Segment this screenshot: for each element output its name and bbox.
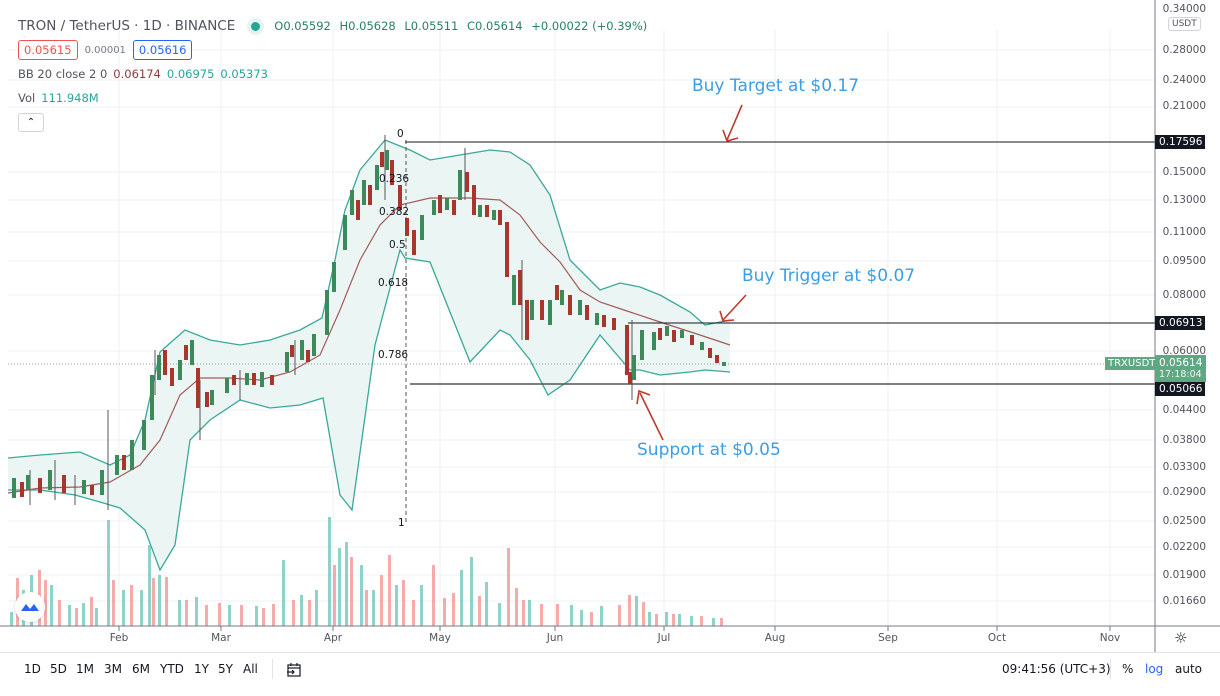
bollinger-basis	[7, 197, 731, 494]
price-tick: 0.24000	[1162, 74, 1206, 86]
price-tick: 0.21000	[1162, 100, 1206, 112]
spread-value: 0.00001	[84, 44, 126, 56]
buy-trigger-annotation[interactable]: Buy Trigger at $0.07	[742, 266, 916, 286]
fib-level-0236: 0.236	[379, 173, 410, 185]
time-ticks	[118, 626, 1111, 631]
volume-indicator-label[interactable]: Vol	[18, 91, 36, 105]
symbol-title[interactable]: TRON / TetherUS · 1D · BINANCE	[18, 18, 236, 34]
support-price-tag: 0.05066	[1155, 382, 1206, 396]
ohlc-values: O0.05592 H0.05628 L0.05511 C0.05614 +0.0…	[274, 19, 652, 33]
month-label: Aug	[764, 632, 786, 644]
price-tick: 0.02200	[1162, 541, 1206, 553]
volume-value: 111.948M	[41, 91, 99, 105]
price-tick: 0.13000	[1162, 194, 1206, 206]
price-tick: 0.09500	[1162, 255, 1206, 267]
price-tick: 0.11000	[1162, 226, 1206, 238]
calendar-goto-icon[interactable]	[286, 662, 302, 681]
fib-level-0382: 0.382	[379, 206, 410, 218]
range-5y[interactable]: 5Y	[218, 662, 233, 676]
range-1y[interactable]: 1Y	[194, 662, 209, 676]
percent-toggle[interactable]: %	[1122, 662, 1134, 676]
trigger-price-tag: 0.06913	[1155, 316, 1206, 330]
log-toggle[interactable]: log	[1145, 662, 1164, 676]
price-tick: 0.04400	[1162, 404, 1206, 416]
candles	[12, 135, 726, 510]
change-value: +0.00022 (+0.39%)	[531, 19, 648, 33]
low-value: L0.05511	[404, 19, 459, 33]
fib-level-05: 0.5	[389, 239, 406, 251]
auto-toggle[interactable]: auto	[1175, 662, 1203, 676]
price-tick: 0.03300	[1162, 461, 1206, 473]
buy-target-annotation[interactable]: Buy Target at $0.17	[692, 76, 860, 96]
sell-price-button[interactable]: 0.05615	[18, 40, 78, 60]
high-value: H0.05628	[339, 19, 396, 33]
range-1d[interactable]: 1D	[24, 662, 41, 676]
current-symbol-tag: TRXUSDT	[1105, 357, 1159, 370]
range-ytd[interactable]: YTD	[160, 662, 184, 676]
range-all[interactable]: All	[243, 662, 258, 676]
buy-price-button[interactable]: 0.05616	[132, 40, 193, 60]
annotation-arrows	[636, 104, 747, 441]
range-1m[interactable]: 1M	[76, 662, 94, 676]
open-value: O0.05592	[274, 19, 331, 33]
chevron-up-icon[interactable]: ⌃	[18, 112, 44, 132]
fib-level-0618: 0.618	[378, 277, 409, 289]
market-status-icon	[251, 21, 261, 31]
range-3m[interactable]: 3M	[104, 662, 122, 676]
bb-lower-value: 0.05373	[220, 67, 268, 81]
toolbar-divider	[1110, 659, 1111, 679]
month-label: Mar	[211, 632, 231, 644]
month-label: May	[429, 632, 451, 644]
bb-upper-value: 0.06975	[166, 67, 215, 81]
price-tick: 0.06000	[1162, 345, 1206, 357]
bollinger-upper-band	[7, 139, 731, 466]
currency-button[interactable]: USDT	[1168, 17, 1201, 31]
fib-level-0786: 0.786	[378, 349, 409, 361]
bar-countdown: 17:18:04	[1159, 369, 1202, 380]
bb-basis-value: 0.06174	[113, 67, 161, 81]
current-price-tag: 0.05614 17:18:04	[1155, 355, 1206, 382]
bb-indicator-label[interactable]: BB 20 close 2 0	[18, 67, 108, 81]
month-label: Feb	[109, 632, 129, 644]
gear-icon[interactable]: ☼	[1174, 629, 1188, 647]
toolbar-divider	[272, 659, 273, 679]
fib-level-1: 1	[398, 517, 405, 529]
range-6m[interactable]: 6M	[132, 662, 150, 676]
close-value: C0.05614	[467, 19, 523, 33]
month-label: Sep	[878, 632, 898, 644]
price-tick: 0.03800	[1162, 434, 1206, 446]
price-tick: 0.02900	[1162, 486, 1206, 498]
range-5d[interactable]: 5D	[50, 662, 67, 676]
price-tick: 0.08000	[1162, 289, 1206, 301]
price-tick: 0.01900	[1162, 569, 1206, 581]
fib-level-0: 0	[397, 128, 404, 140]
grid	[8, 30, 1155, 626]
bottom-toolbar: 1D 5D 1M 3M 6M YTD 1Y 5Y All 09:41:56 (U…	[0, 652, 1220, 696]
month-label: Oct	[987, 632, 1007, 644]
price-tick: 0.01660	[1162, 595, 1206, 607]
bollinger-lower-band	[8, 248, 731, 572]
chart-legend: TRON / TetherUS · 1D · BINANCE O0.05592 …	[18, 14, 652, 134]
volume-bars	[10, 517, 723, 626]
price-tick: 0.34000	[1162, 3, 1206, 15]
tradingview-logo[interactable]	[15, 592, 45, 622]
month-label: Apr	[323, 632, 343, 644]
target-price-tag: 0.17596	[1155, 135, 1206, 149]
clock-timezone[interactable]: 09:41:56 (UTC+3)	[1002, 662, 1111, 676]
month-label: Nov	[1099, 632, 1121, 644]
price-tick: 0.28000	[1162, 44, 1206, 56]
price-tick: 0.02500	[1162, 515, 1206, 527]
bollinger-band-fill	[8, 140, 730, 570]
price-tick: 0.15000	[1162, 166, 1206, 178]
month-label: Jul	[657, 632, 671, 644]
month-label: Jun	[546, 632, 564, 644]
support-annotation[interactable]: Support at $0.05	[637, 440, 781, 460]
price-chart[interactable]	[0, 0, 1220, 652]
current-price: 0.05614	[1159, 357, 1203, 369]
